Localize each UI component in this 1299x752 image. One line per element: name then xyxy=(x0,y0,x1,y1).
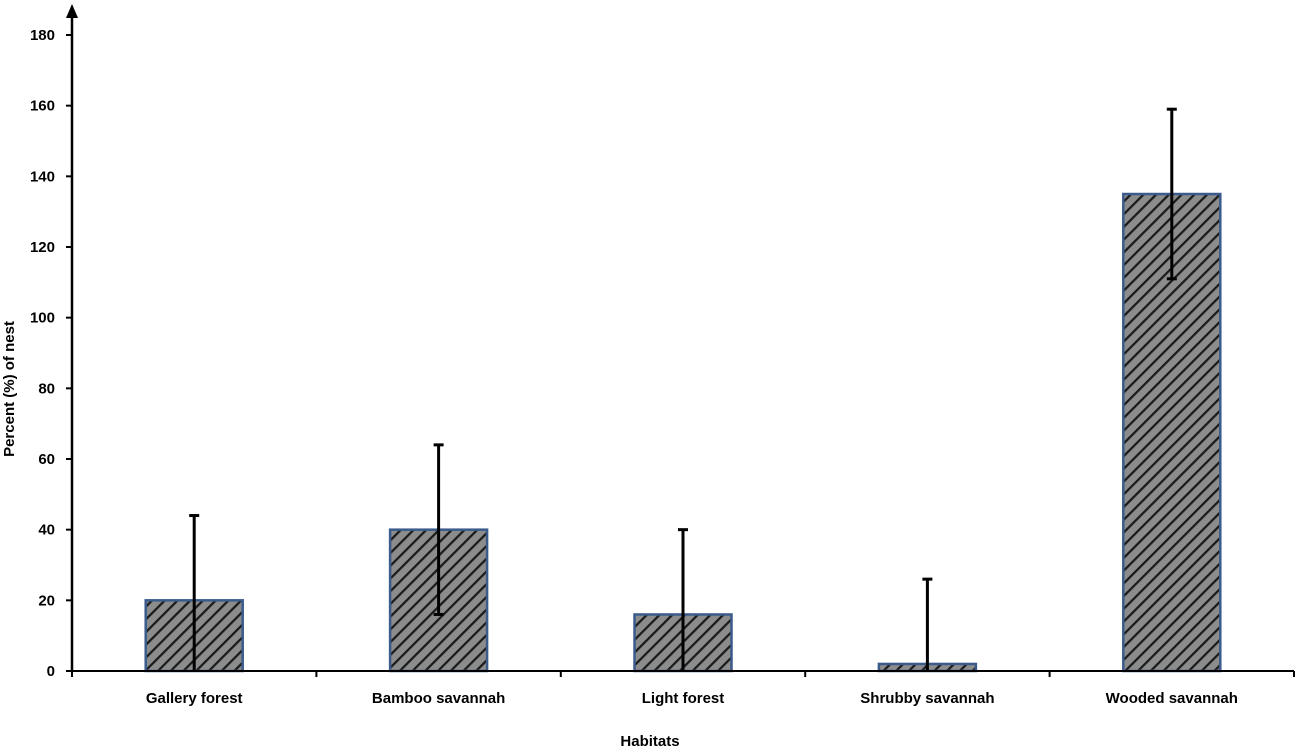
y-axis-ticks: 0 20 40 60 80 100 120 140 160 180 xyxy=(30,27,72,680)
x-tick-label: Shrubby savannah xyxy=(860,690,994,707)
y-tick-label: 100 xyxy=(30,310,55,327)
x-tick-label: Gallery forest xyxy=(146,690,243,707)
y-axis-arrowhead xyxy=(66,4,78,18)
y-tick-label: 60 xyxy=(38,451,55,468)
x-tick-label: Light forest xyxy=(642,690,725,707)
y-tick-label: 40 xyxy=(38,522,55,539)
y-tick-label: 80 xyxy=(38,380,55,397)
y-tick-label: 140 xyxy=(30,168,55,185)
y-axis-title: Percent (%) of nest xyxy=(1,321,18,457)
y-tick-label: 180 xyxy=(30,27,55,44)
x-axis-ticks: Gallery forest Bamboo savannah Light fores… xyxy=(71,671,1295,707)
y-tick-label: 0 xyxy=(47,663,55,680)
x-tick-label: Bamboo savannah xyxy=(372,690,505,707)
y-tick-label: 160 xyxy=(30,98,55,115)
x-tick-label: Wooded savannah xyxy=(1106,690,1238,707)
error-bars-group xyxy=(189,107,1177,671)
y-tick-label: 120 xyxy=(30,239,55,256)
y-tick-label: 20 xyxy=(38,592,55,609)
x-axis-title: Habitats xyxy=(620,733,679,750)
